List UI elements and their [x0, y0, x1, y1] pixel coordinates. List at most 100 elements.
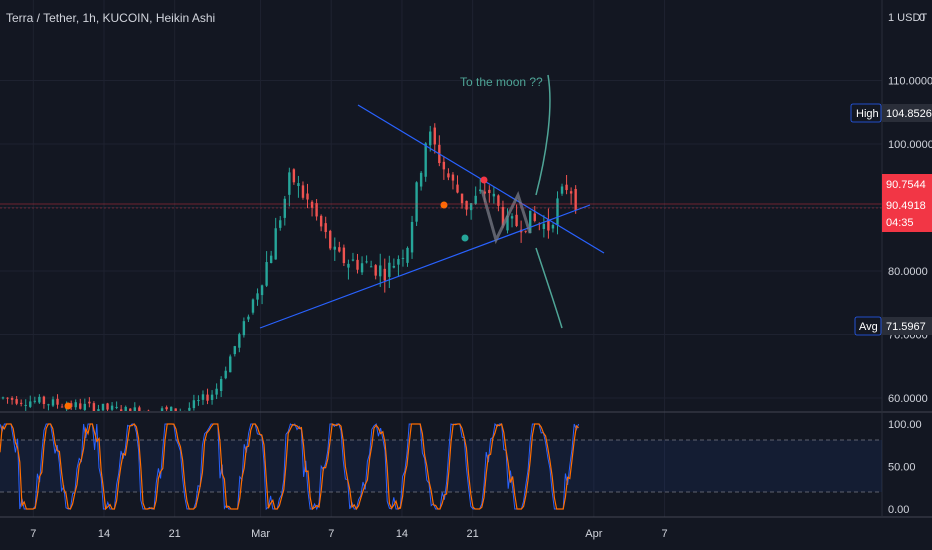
candle-body [483, 191, 486, 194]
candle-body [497, 195, 500, 206]
candle-body [492, 193, 496, 197]
candle-body [542, 223, 546, 229]
candle-body [560, 186, 564, 194]
candle-body [397, 259, 400, 265]
candle-body [115, 406, 118, 408]
time-tick-label: 21 [467, 528, 479, 540]
price-tick-label: 100.0000 [888, 139, 932, 151]
stoch-tick-label: 100.00 [888, 419, 922, 431]
stoch-band-fill [0, 440, 882, 492]
candle-body [288, 172, 291, 195]
candle-body [369, 266, 373, 268]
stoch-tick-label: 0.00 [888, 504, 909, 516]
candle-body [392, 265, 396, 268]
candle-body [88, 401, 91, 404]
currency-label[interactable]: 1 USDT [888, 12, 927, 24]
candle-body [110, 405, 114, 410]
candle-body [229, 356, 232, 373]
time-axis[interactable]: 7 14 21 Mar 7 14 21 Apr 7 [30, 528, 667, 540]
candle-body [42, 396, 46, 405]
candle-body [51, 399, 55, 406]
candle-body [374, 265, 377, 276]
candle-body [442, 161, 446, 170]
candle-body [106, 403, 109, 410]
time-tick-label: 14 [98, 528, 110, 540]
moon-curve-up [535, 74, 551, 196]
candle-body [201, 394, 205, 400]
price-tick-label: 80.0000 [888, 266, 928, 278]
corner-label: 0 [919, 12, 925, 24]
candle-body [92, 403, 96, 411]
time-tick-label: Apr [585, 528, 602, 540]
candle-body [419, 172, 423, 187]
candle-body [29, 401, 32, 407]
marker-dot [461, 234, 469, 242]
candle-body [319, 215, 323, 227]
avg-value: 71.5967 [886, 321, 926, 333]
candle-body [147, 410, 150, 411]
stoch-tick-label: 50.00 [888, 462, 916, 474]
candle-body [342, 247, 346, 264]
marker-dot [64, 402, 72, 410]
candle-body [101, 403, 105, 411]
time-tick-label: 7 [328, 528, 334, 540]
price-tick-label: 60.0000 [888, 393, 928, 405]
candle-body [6, 397, 9, 399]
candle-body [192, 400, 196, 409]
candle-body [469, 203, 473, 211]
candle-body [260, 285, 264, 296]
candle-body [297, 183, 300, 187]
candle-body [347, 263, 350, 268]
candle-body [306, 193, 309, 200]
candle-body [556, 198, 559, 225]
candle-body [74, 402, 77, 408]
time-tick-label: 21 [169, 528, 181, 540]
candle-body [401, 257, 405, 259]
candle-body [315, 203, 318, 217]
candle-body [15, 399, 18, 404]
candle-body [488, 189, 491, 194]
candle-body [165, 407, 168, 410]
candle-body [415, 182, 418, 222]
candle-body [47, 404, 50, 406]
candle-body [406, 247, 409, 263]
candle-body [324, 223, 327, 233]
marker-dot [440, 201, 448, 209]
candle-body [279, 220, 282, 228]
time-tick-label: 7 [661, 528, 667, 540]
candle-body [33, 400, 37, 402]
candle-body [206, 394, 209, 401]
candle-body [138, 407, 141, 411]
candle-body [251, 299, 255, 313]
candle-body [506, 215, 509, 231]
candle-body [547, 219, 550, 231]
candle-body [188, 407, 191, 411]
candle-body [351, 259, 355, 261]
candle-body [274, 228, 277, 260]
candle-body [124, 406, 127, 411]
candle-body [410, 221, 414, 253]
chart-title: Terra / Tether, 1h, KUCOIN, Heikin Ashi [6, 11, 215, 25]
candle-body [510, 216, 514, 219]
candle-body [479, 189, 482, 192]
candle-body [292, 169, 296, 183]
candle-body [333, 246, 336, 250]
stoch-axis: 100.00 50.00 0.00 [888, 419, 922, 516]
candle-body [215, 388, 218, 395]
candle-body [524, 230, 527, 232]
candle-body [429, 131, 432, 146]
candle-body [210, 394, 214, 400]
candle-body [79, 403, 82, 409]
marker-dot [480, 176, 488, 184]
stoch-k-line [0, 422, 580, 511]
high-label: High [856, 108, 879, 120]
candle-body [451, 174, 455, 181]
candle-body [338, 247, 341, 252]
candle-body [129, 408, 132, 411]
candle-body [533, 213, 536, 221]
candle-body [133, 407, 137, 411]
candle-body [160, 408, 164, 411]
time-tick-label: 14 [396, 528, 408, 540]
candle-body [365, 261, 368, 263]
